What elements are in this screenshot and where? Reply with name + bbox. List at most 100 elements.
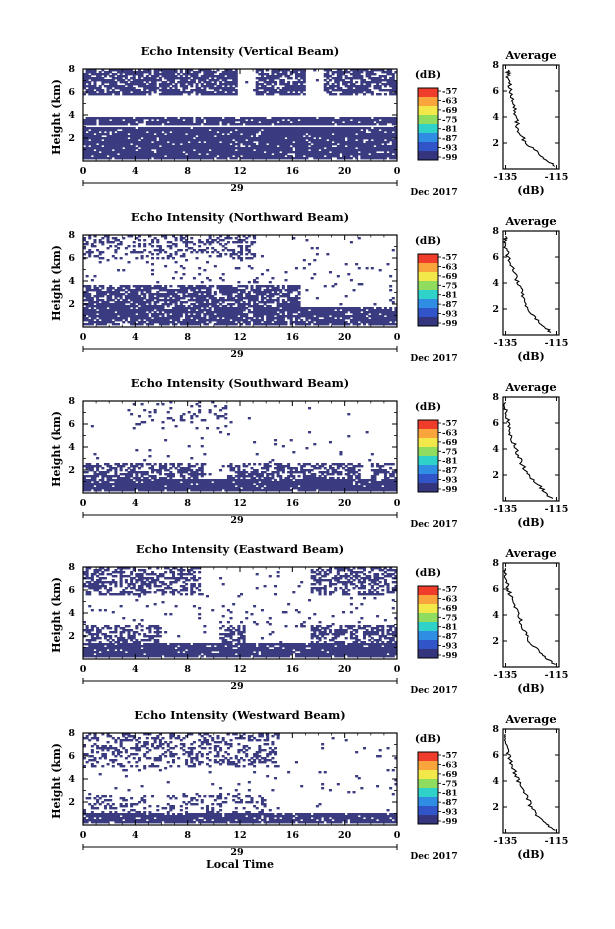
heatmap-cell: [124, 153, 128, 156]
heatmap-cell: [292, 139, 296, 142]
heatmap-cell: [161, 119, 165, 122]
heatmap-cell: [302, 141, 306, 144]
heatmap-cell: [268, 321, 272, 324]
heatmap-cell: [347, 121, 351, 124]
heatmap-cell: [245, 149, 249, 152]
heatmap-cell: [315, 253, 319, 256]
heatmap-cell: [90, 93, 94, 96]
heatmap-cell: [151, 293, 155, 296]
heatmap-cell: [360, 83, 364, 86]
heatmap-cell: [294, 153, 298, 156]
heatmap-cell: [381, 123, 385, 126]
heatmap-cell: [326, 153, 330, 156]
heatmap-cell: [376, 157, 380, 160]
heatmap-cell: [187, 321, 191, 324]
heatmap-cell: [177, 139, 181, 142]
heatmap-cell: [182, 143, 186, 146]
heatmap-cell: [171, 81, 175, 84]
heatmap-cell: [143, 133, 147, 136]
heatmap-cell: [132, 305, 136, 308]
heatmap-cell: [365, 119, 369, 122]
heatmap-cell: [376, 129, 380, 132]
heatmap-cell: [287, 83, 291, 86]
heatmap-cell: [250, 257, 254, 260]
heatmap-cell: [378, 311, 382, 314]
heatmap-cell: [103, 311, 107, 314]
heatmap-cell: [132, 137, 136, 140]
heatmap-cell: [130, 89, 134, 92]
heatmap-cell: [347, 309, 351, 312]
heatmap-cell: [260, 141, 264, 144]
heatmap-cell: [271, 319, 275, 322]
heatmap-cell: [140, 157, 144, 160]
heatmap-cell: [253, 253, 257, 256]
heatmap-cell: [271, 151, 275, 154]
heatmap-cell: [200, 149, 204, 152]
heatmap-cell: [101, 149, 105, 152]
heatmap-cell: [224, 319, 228, 322]
heatmap-cell: [161, 75, 165, 78]
heatmap-cell: [185, 81, 189, 84]
heatmap-cell: [255, 151, 259, 154]
heatmap-cell: [187, 137, 191, 140]
heatmap-cell: [109, 69, 113, 72]
heatmap-cell: [297, 293, 301, 296]
heatmap-cell: [132, 129, 136, 132]
heatmap-cell: [331, 317, 335, 320]
heatmap-cell: [169, 91, 173, 94]
heatmap-cell: [140, 145, 144, 148]
heatmap-cell: [182, 129, 186, 132]
heatmap-cell: [370, 307, 374, 310]
heatmap-cell: [137, 321, 141, 324]
heatmap-cell: [224, 311, 228, 314]
heatmap-cell: [260, 133, 264, 136]
heatmap-cell: [276, 141, 280, 144]
heatmap-cell: [232, 297, 236, 300]
heatmap-cell: [124, 129, 128, 132]
heatmap-cell: [357, 147, 361, 150]
heatmap-cell: [137, 307, 141, 310]
heatmap-cell: [255, 117, 259, 120]
heatmap-cell: [389, 285, 393, 288]
heatmap-cell: [124, 307, 128, 310]
heatmap-cell: [281, 317, 285, 320]
heatmap-cell: [158, 129, 162, 132]
heatmap-cell: [373, 155, 377, 158]
heatmap-cell: [143, 131, 147, 134]
heatmap-cell: [389, 89, 393, 92]
heatmap-cell: [352, 73, 356, 76]
heatmap-cell: [109, 313, 113, 316]
heatmap-cell: [394, 153, 398, 156]
heatmap-cell: [216, 149, 220, 152]
heatmap-cell: [101, 311, 105, 314]
heatmap-cell: [263, 119, 267, 122]
heatmap-cell: [198, 133, 202, 136]
heatmap-cell: [93, 301, 97, 304]
heatmap-cell: [187, 143, 191, 146]
heatmap-cell: [83, 311, 87, 314]
heatmap-cell: [219, 321, 223, 324]
heatmap-cell: [342, 93, 346, 96]
heatmap-cell: [174, 289, 178, 292]
x-tick-label: 0: [80, 166, 87, 177]
heatmap-cell: [148, 145, 152, 148]
heatmap-cell: [111, 155, 115, 158]
heatmap-cell: [119, 155, 123, 158]
heatmap-cell: [339, 93, 343, 96]
heatmap-cell: [247, 303, 251, 306]
heatmap-cell: [185, 323, 189, 326]
heatmap-cell: [349, 279, 353, 282]
heatmap-cell: [174, 71, 178, 74]
heatmap-cell: [158, 93, 162, 96]
heatmap-cell: [373, 135, 377, 138]
heatmap-cell: [182, 141, 186, 144]
heatmap-cell: [271, 307, 275, 310]
heatmap-cell: [166, 153, 170, 156]
heatmap-cell: [187, 77, 191, 80]
heatmap-cell: [119, 133, 123, 136]
heatmap-cell: [151, 129, 155, 132]
heatmap-cell: [284, 303, 288, 306]
heatmap-cell: [378, 321, 382, 324]
heatmap-cell: [271, 73, 275, 76]
heatmap-cell: [205, 299, 209, 302]
